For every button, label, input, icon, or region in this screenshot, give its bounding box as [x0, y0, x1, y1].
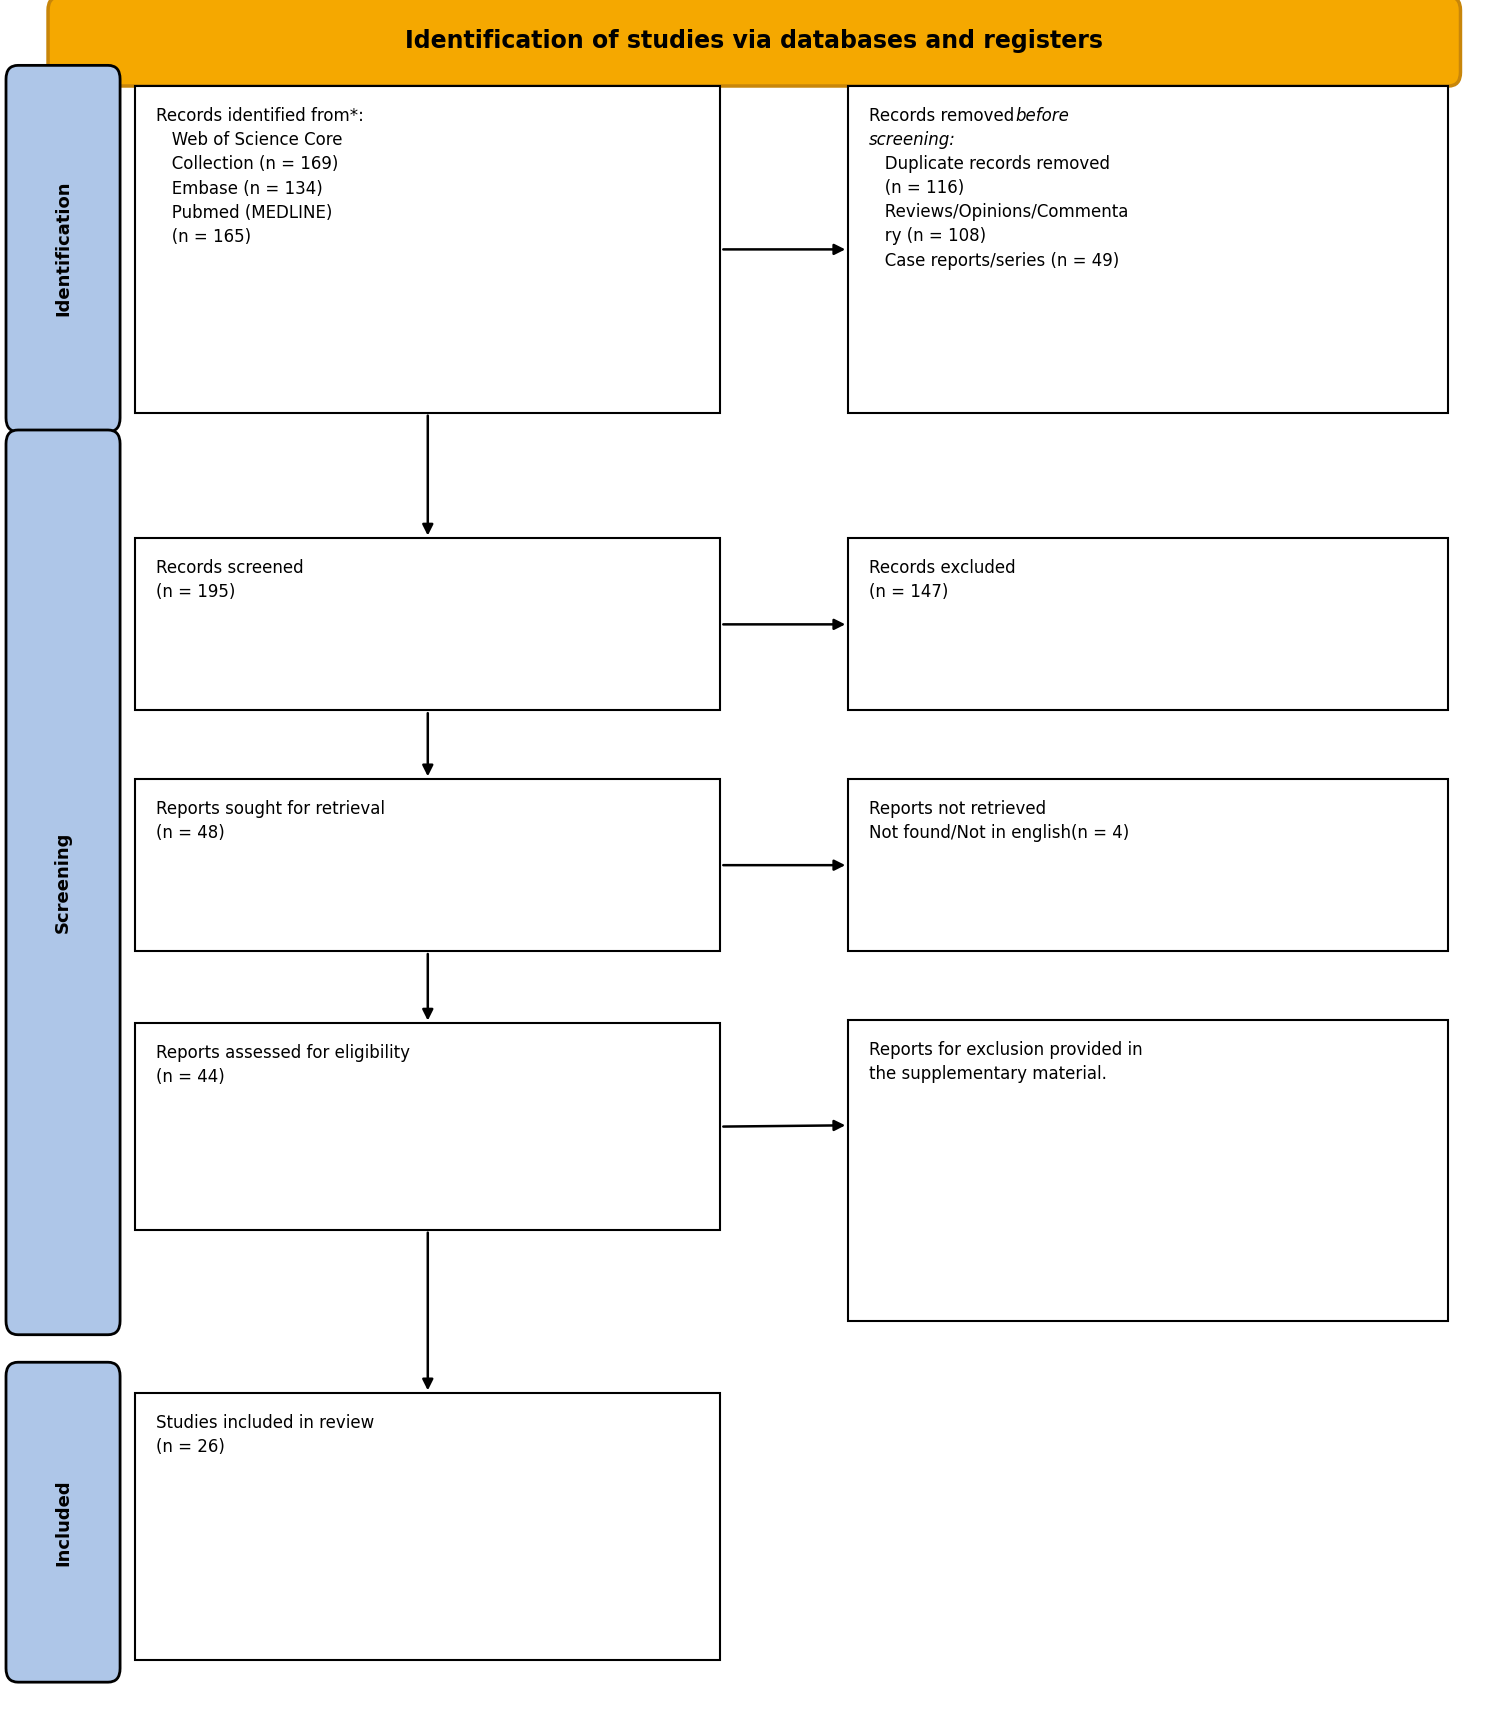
- Text: Studies included in review
(n = 26): Studies included in review (n = 26): [156, 1414, 374, 1457]
- FancyBboxPatch shape: [135, 1023, 720, 1230]
- Text: ry (n = 108): ry (n = 108): [869, 227, 986, 246]
- Text: before: before: [1016, 107, 1070, 124]
- Text: Records identified from*:
   Web of Science Core
   Collection (n = 169)
   Emba: Records identified from*: Web of Science…: [156, 107, 363, 246]
- Text: Duplicate records removed: Duplicate records removed: [869, 155, 1111, 174]
- Text: Identification: Identification: [54, 181, 72, 316]
- FancyBboxPatch shape: [48, 0, 1460, 86]
- FancyBboxPatch shape: [6, 1362, 120, 1682]
- FancyBboxPatch shape: [135, 538, 720, 710]
- FancyBboxPatch shape: [6, 65, 120, 432]
- FancyBboxPatch shape: [135, 86, 720, 413]
- Text: Case reports/series (n = 49): Case reports/series (n = 49): [869, 251, 1120, 270]
- Text: Identification of studies via databases and registers: Identification of studies via databases …: [405, 29, 1103, 53]
- FancyBboxPatch shape: [848, 779, 1448, 951]
- FancyBboxPatch shape: [848, 86, 1448, 413]
- Text: Records screened
(n = 195): Records screened (n = 195): [156, 559, 303, 602]
- FancyBboxPatch shape: [848, 1020, 1448, 1321]
- FancyBboxPatch shape: [135, 779, 720, 951]
- Text: Screening: Screening: [54, 832, 72, 932]
- Text: Reports assessed for eligibility
(n = 44): Reports assessed for eligibility (n = 44…: [156, 1044, 410, 1087]
- FancyBboxPatch shape: [135, 1393, 720, 1660]
- Text: Reviews/Opinions/Commenta: Reviews/Opinions/Commenta: [869, 203, 1129, 222]
- FancyBboxPatch shape: [848, 538, 1448, 710]
- FancyBboxPatch shape: [6, 430, 120, 1335]
- Text: Reports for exclusion provided in
the supplementary material.: Reports for exclusion provided in the su…: [869, 1041, 1142, 1084]
- Text: Reports not retrieved
Not found/Not in english(n = 4): Reports not retrieved Not found/Not in e…: [869, 800, 1129, 843]
- Text: Included: Included: [54, 1479, 72, 1565]
- Text: (n = 116): (n = 116): [869, 179, 964, 198]
- Text: Records removed: Records removed: [869, 107, 1019, 124]
- Text: Records excluded
(n = 147): Records excluded (n = 147): [869, 559, 1016, 602]
- Text: Reports sought for retrieval
(n = 48): Reports sought for retrieval (n = 48): [156, 800, 386, 843]
- Text: screening:: screening:: [869, 131, 956, 150]
